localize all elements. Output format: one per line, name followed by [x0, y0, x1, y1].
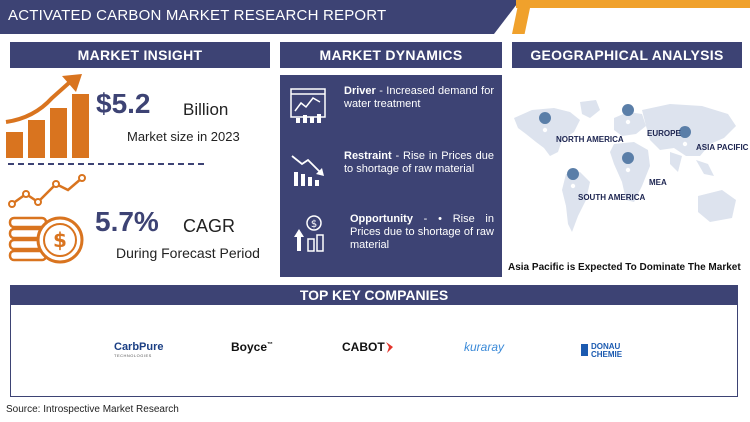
logo-carbpure: CarbPure [114, 341, 164, 353]
region-mea: MEA [649, 178, 667, 187]
restraint-separator: - [391, 150, 404, 162]
cagr-value: 5.7% [95, 206, 159, 237]
companies-box [10, 305, 738, 397]
market-size-caption: Market size in 2023 [127, 129, 240, 144]
world-map [514, 100, 736, 232]
report-title: ACTIVATED CARBON MARKET RESEARCH REPORT [8, 7, 387, 24]
logo-boyce: Boyce™ [231, 340, 273, 354]
cagr-caption: During Forecast Period [116, 245, 260, 261]
decline-chart-icon [291, 155, 324, 186]
logo-carbpure-subtitle: TECHNOLOGIES [114, 353, 152, 358]
region-europe: EUROPE [647, 129, 681, 138]
svg-text:$: $ [311, 219, 317, 230]
opportunity-text: Rise in Prices due to shortage of raw ma… [350, 213, 494, 251]
top-banner: ACTIVATED CARBON MARKET RESEARCH REPORT [0, 0, 750, 34]
donau-chemie-mark-icon [581, 344, 588, 356]
opportunity-separator: - • [412, 213, 453, 225]
market-insight-heading: MARKET INSIGHT [10, 42, 270, 68]
geography-caption: Asia Pacific is Expected To Dominate The… [508, 262, 741, 273]
region-north-america: NORTH AMERICA [556, 135, 624, 144]
market-size-value: $5.2 [96, 88, 151, 119]
market-dynamics-heading: MARKET DYNAMICS [280, 42, 502, 68]
restraint-text: Rise in Prices due to shortage of raw ma… [344, 150, 494, 175]
restraint-label: Restraint [344, 150, 392, 162]
logo-donau-chemie: DONAU CHEMIE [591, 343, 622, 359]
coin-stack-growth-icon: $ [8, 174, 86, 264]
region-asia-pacific: ASIA PACIFIC [696, 143, 749, 152]
orange-accent-slant [512, 8, 530, 34]
title-bar [0, 0, 520, 34]
market-dynamics-panel: Driver - Increased demand for water trea… [280, 75, 502, 277]
market-size-unit: Billion [183, 100, 229, 119]
region-south-america: SOUTH AMERICA [578, 193, 646, 202]
logo-donau-line2: CHEMIE [591, 350, 623, 359]
cagr-unit: CAGR [183, 216, 236, 236]
source-note: Source: Introspective Market Research [6, 404, 179, 415]
logo-boyce-tm: ™ [267, 342, 274, 348]
opportunity-growth-icon: $ [294, 215, 324, 252]
insight-divider [8, 163, 204, 165]
driver-text: Increased demand for water treatment [344, 85, 494, 110]
logo-kuraray: kuraray [464, 340, 505, 354]
svg-text:$: $ [53, 228, 67, 252]
driver-label: Driver [344, 85, 376, 97]
cabot-flame-icon [386, 342, 393, 353]
growth-bar-chart-icon [5, 74, 89, 158]
opportunity-label: Opportunity [350, 213, 413, 225]
top-key-companies-heading: TOP KEY COMPANIES [10, 285, 738, 305]
orange-accent-stripe [516, 0, 750, 8]
dashboard-chart-icon [290, 88, 326, 123]
geographical-analysis-heading: GEOGRAPHICAL ANALYSIS [512, 42, 742, 68]
logo-cabot: CABOT [342, 340, 385, 354]
driver-separator: - [375, 85, 387, 97]
logo-boyce-name: Boyce [231, 340, 268, 354]
logo-donau-line1: DONAU [591, 342, 621, 351]
